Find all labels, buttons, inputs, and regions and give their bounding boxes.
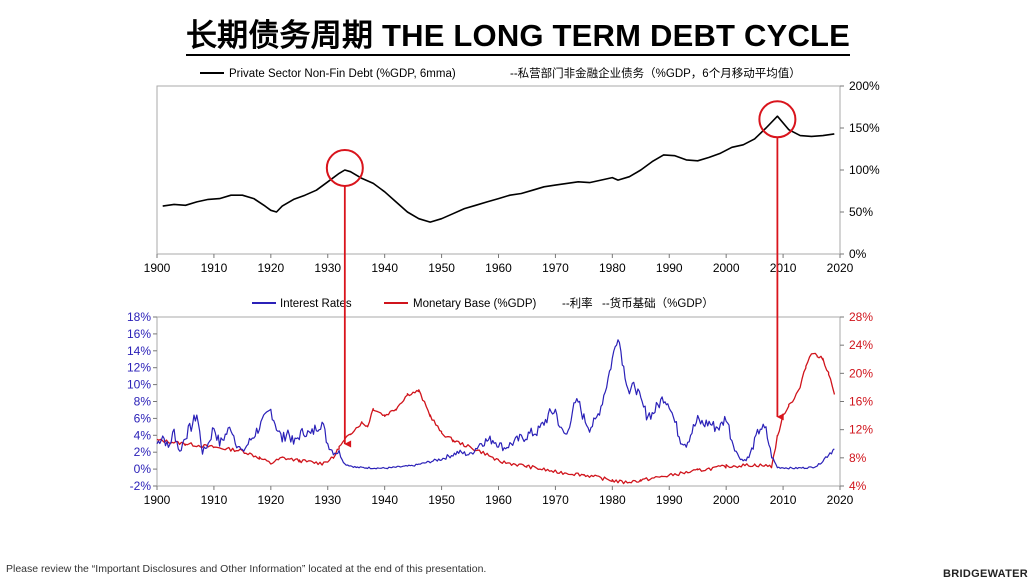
debt-x-tick-label: 1970 — [542, 261, 569, 275]
debt-x-tick-label: 2010 — [770, 261, 797, 275]
rates-legend-label: Interest Rates — [280, 298, 352, 310]
peak-highlight-circle — [325, 149, 364, 187]
base-right-tick-label: 20% — [849, 366, 873, 380]
rates-left-tick-label: 18% — [127, 310, 151, 324]
base-right-tick-label: 24% — [849, 338, 873, 352]
base-right-tick-label: 28% — [849, 310, 873, 324]
base-legend-label-cn: --货币基础（%GDP） — [602, 296, 714, 310]
rates-x-tick-label: 1940 — [371, 493, 398, 507]
rates-left-tick-label: 14% — [127, 344, 151, 358]
rates-left-tick-label: 10% — [127, 378, 151, 392]
rates-left-tick-label: 2% — [134, 445, 152, 459]
interest-rates-series-line — [156, 339, 835, 470]
debt-x-tick-label: 1940 — [371, 261, 398, 275]
rates-x-tick-label: 2010 — [770, 493, 797, 507]
rates-base-chart: 1900 1910 1920 1930 1940 1950 1960 1970 1980 1990… — [127, 296, 873, 507]
disclaimer-text: Please review the “Important Disclosures… — [6, 563, 487, 575]
debt-x-tick-label: 1900 — [144, 261, 171, 275]
rates-x-tick-label: 2020 — [827, 493, 854, 507]
debt-x-tick-label: 1990 — [656, 261, 683, 275]
debt-legend-label: Private Sector Non-Fin Debt (%GDP, 6mma) — [229, 68, 456, 80]
rates-left-tick-label: 6% — [134, 411, 152, 425]
debt-y-tick-label: 0% — [849, 247, 867, 261]
debt-x-tick-label: 1950 — [428, 261, 455, 275]
debt-y-tick-label: 150% — [849, 121, 880, 135]
debt-x-tick-label: 1960 — [485, 261, 512, 275]
base-right-tick-label: 12% — [849, 423, 873, 437]
rates-x-tick-label: 1980 — [599, 493, 626, 507]
rates-x-tick-label: 1960 — [485, 493, 512, 507]
debt-legend-label-cn: --私营部门非金融企业债务（%GDP，6个月移动平均值） — [510, 66, 801, 80]
debt-y-tick-label: 100% — [849, 163, 880, 177]
rates-left-tick-label: 8% — [134, 395, 152, 409]
rates-left-tick-label: 4% — [134, 428, 152, 442]
peak-highlight-circle — [758, 100, 797, 139]
base-right-tick-label: 8% — [849, 451, 867, 465]
rates-x-tick-label: 1970 — [542, 493, 569, 507]
rates-x-tick-label: 1990 — [656, 493, 683, 507]
debt-y-tick-label: 50% — [849, 205, 873, 219]
rates-x-tick-label: 1930 — [314, 493, 341, 507]
brand-logo-text: BRIDGEWATER — [943, 568, 1028, 580]
rates-legend-label-cn: --利率 — [562, 296, 593, 310]
debt-x-tick-label: 1910 — [201, 261, 228, 275]
page-title: 长期债务周期 THE LONG TERM DEBT CYCLE — [0, 10, 1036, 56]
debt-x-tick-label: 2000 — [713, 261, 740, 275]
debt-chart: 1900 1910 1920 1930 1940 1950 1960 1970 1980 1990… — [144, 66, 880, 275]
debt-x-tick-label: 1920 — [257, 261, 284, 275]
rates-left-tick-label: 0% — [134, 462, 152, 476]
rates-x-tick-label: 2000 — [713, 493, 740, 507]
rates-x-tick-label: 1920 — [257, 493, 284, 507]
rates-x-tick-label: 1950 — [428, 493, 455, 507]
debt-x-tick-label: 2020 — [827, 261, 854, 275]
debt-y-tick-label: 200% — [849, 79, 880, 93]
rates-x-tick-label: 1910 — [201, 493, 228, 507]
callout-annotations — [343, 137, 784, 448]
rates-left-tick-label: 12% — [127, 361, 151, 375]
debt-cycle-charts: 1900 1910 1920 1930 1940 1950 1960 1970 1980 1990… — [127, 66, 880, 507]
monetary-base-series-line — [156, 352, 835, 485]
base-right-tick-label: 16% — [849, 395, 873, 409]
rates-left-tick-label: 16% — [127, 327, 151, 341]
debt-plot-frame — [156, 85, 841, 255]
debt-x-tick-label: 1930 — [314, 261, 341, 275]
page-title-text: 长期债务周期 THE LONG TERM DEBT CYCLE — [185, 18, 851, 56]
base-legend-label: Monetary Base (%GDP) — [413, 298, 537, 310]
rates-x-tick-label: 1900 — [144, 493, 171, 507]
rates-left-tick-label: -2% — [130, 479, 152, 493]
base-right-tick-label: 4% — [849, 479, 867, 493]
debt-x-tick-label: 1980 — [599, 261, 626, 275]
debt-series-line — [162, 115, 835, 223]
